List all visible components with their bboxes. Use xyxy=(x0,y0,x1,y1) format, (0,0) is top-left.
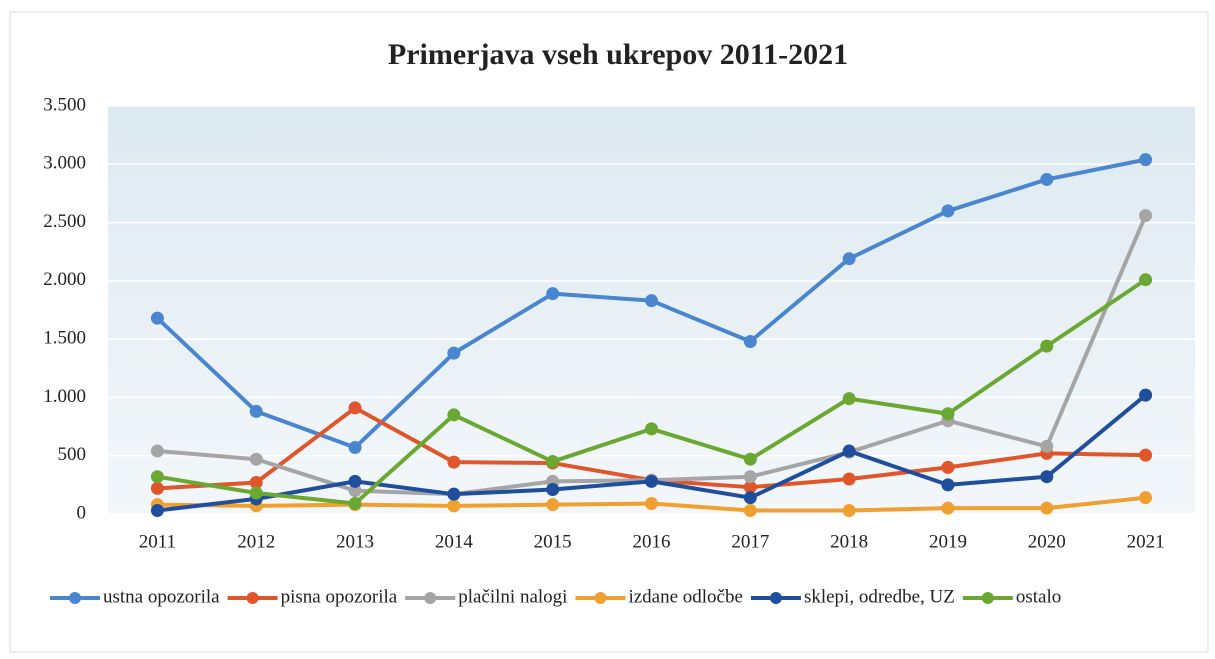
marker xyxy=(150,311,164,325)
y-tick-label: 1.000 xyxy=(43,386,86,407)
marker xyxy=(348,474,362,488)
marker xyxy=(447,487,461,501)
marker xyxy=(743,334,757,348)
marker xyxy=(941,460,955,474)
marker xyxy=(645,294,658,308)
marker xyxy=(941,204,955,218)
legend-marker xyxy=(246,592,259,604)
y-tick-label: 0 xyxy=(77,502,87,523)
marker xyxy=(348,484,362,498)
marker xyxy=(743,480,757,494)
plot-area xyxy=(108,106,1195,514)
marker xyxy=(447,408,461,422)
x-tick-label: 2011 xyxy=(139,531,176,552)
x-tick-label: 2017 xyxy=(731,531,769,552)
marker xyxy=(645,497,658,511)
marker xyxy=(150,470,164,484)
marker xyxy=(150,444,164,458)
x-tick-label: 2014 xyxy=(435,531,474,552)
marker xyxy=(1139,388,1153,402)
marker xyxy=(645,422,658,436)
marker xyxy=(150,481,164,495)
marker xyxy=(1139,491,1153,505)
legend-label: ostalo xyxy=(1016,586,1061,607)
marker xyxy=(447,346,461,360)
marker xyxy=(249,476,263,490)
marker xyxy=(447,455,461,469)
marker xyxy=(743,504,757,518)
marker xyxy=(249,486,263,500)
x-tick-label: 2012 xyxy=(237,531,275,552)
legend-label: izdane odločbe xyxy=(628,586,742,607)
y-tick-label: 2.500 xyxy=(43,211,86,232)
marker xyxy=(941,478,955,492)
marker xyxy=(743,470,757,484)
legend-marker xyxy=(981,592,994,604)
marker xyxy=(249,404,263,418)
marker xyxy=(1139,448,1153,462)
legend-label: pisna opozorila xyxy=(281,586,398,607)
x-tick-label: 2021 xyxy=(1127,531,1165,552)
y-tick-label: 1.500 xyxy=(43,328,86,349)
x-tick-label: 2020 xyxy=(1028,531,1066,552)
y-tick-label: 3.000 xyxy=(43,153,86,174)
marker xyxy=(249,452,263,466)
marker xyxy=(546,483,560,497)
marker xyxy=(1139,153,1153,167)
marker xyxy=(645,474,658,488)
legend-marker xyxy=(69,592,81,604)
marker xyxy=(842,504,856,518)
marker xyxy=(348,401,362,415)
marker xyxy=(842,392,856,406)
marker xyxy=(348,497,362,511)
marker xyxy=(941,501,955,515)
marker xyxy=(546,455,560,469)
marker xyxy=(1040,172,1054,186)
y-tick-label: 3.500 xyxy=(43,94,86,115)
marker xyxy=(743,452,757,466)
marker xyxy=(842,472,856,486)
marker xyxy=(941,407,955,421)
legend-label: plačilni nalogi xyxy=(458,586,567,607)
y-tick-label: 2.000 xyxy=(43,269,86,290)
marker xyxy=(348,441,362,455)
marker xyxy=(743,491,757,505)
legend-marker xyxy=(424,592,437,604)
marker xyxy=(1040,501,1054,515)
marker xyxy=(546,498,560,512)
marker xyxy=(1139,209,1153,223)
legend-marker xyxy=(594,592,607,604)
marker xyxy=(1139,273,1153,287)
legend-label: ustna opozorila xyxy=(103,586,220,607)
marker xyxy=(1040,339,1054,353)
legend-marker xyxy=(769,592,782,604)
x-tick-label: 2019 xyxy=(929,531,967,552)
marker xyxy=(546,287,560,301)
x-tick-label: 2015 xyxy=(534,531,572,552)
x-tick-label: 2018 xyxy=(830,531,868,552)
marker xyxy=(842,252,856,266)
y-tick-label: 500 xyxy=(58,444,87,465)
chart-title: Primerjava vseh ukrepov 2011-2021 xyxy=(388,38,848,71)
marker xyxy=(150,504,164,518)
legend-label: sklepi, odredbe, UZ xyxy=(804,586,955,607)
marker xyxy=(842,444,856,458)
marker xyxy=(1040,439,1054,453)
x-tick-label: 2013 xyxy=(336,531,374,552)
marker xyxy=(1040,470,1054,484)
x-tick-label: 2016 xyxy=(633,531,671,552)
marker xyxy=(447,499,461,513)
